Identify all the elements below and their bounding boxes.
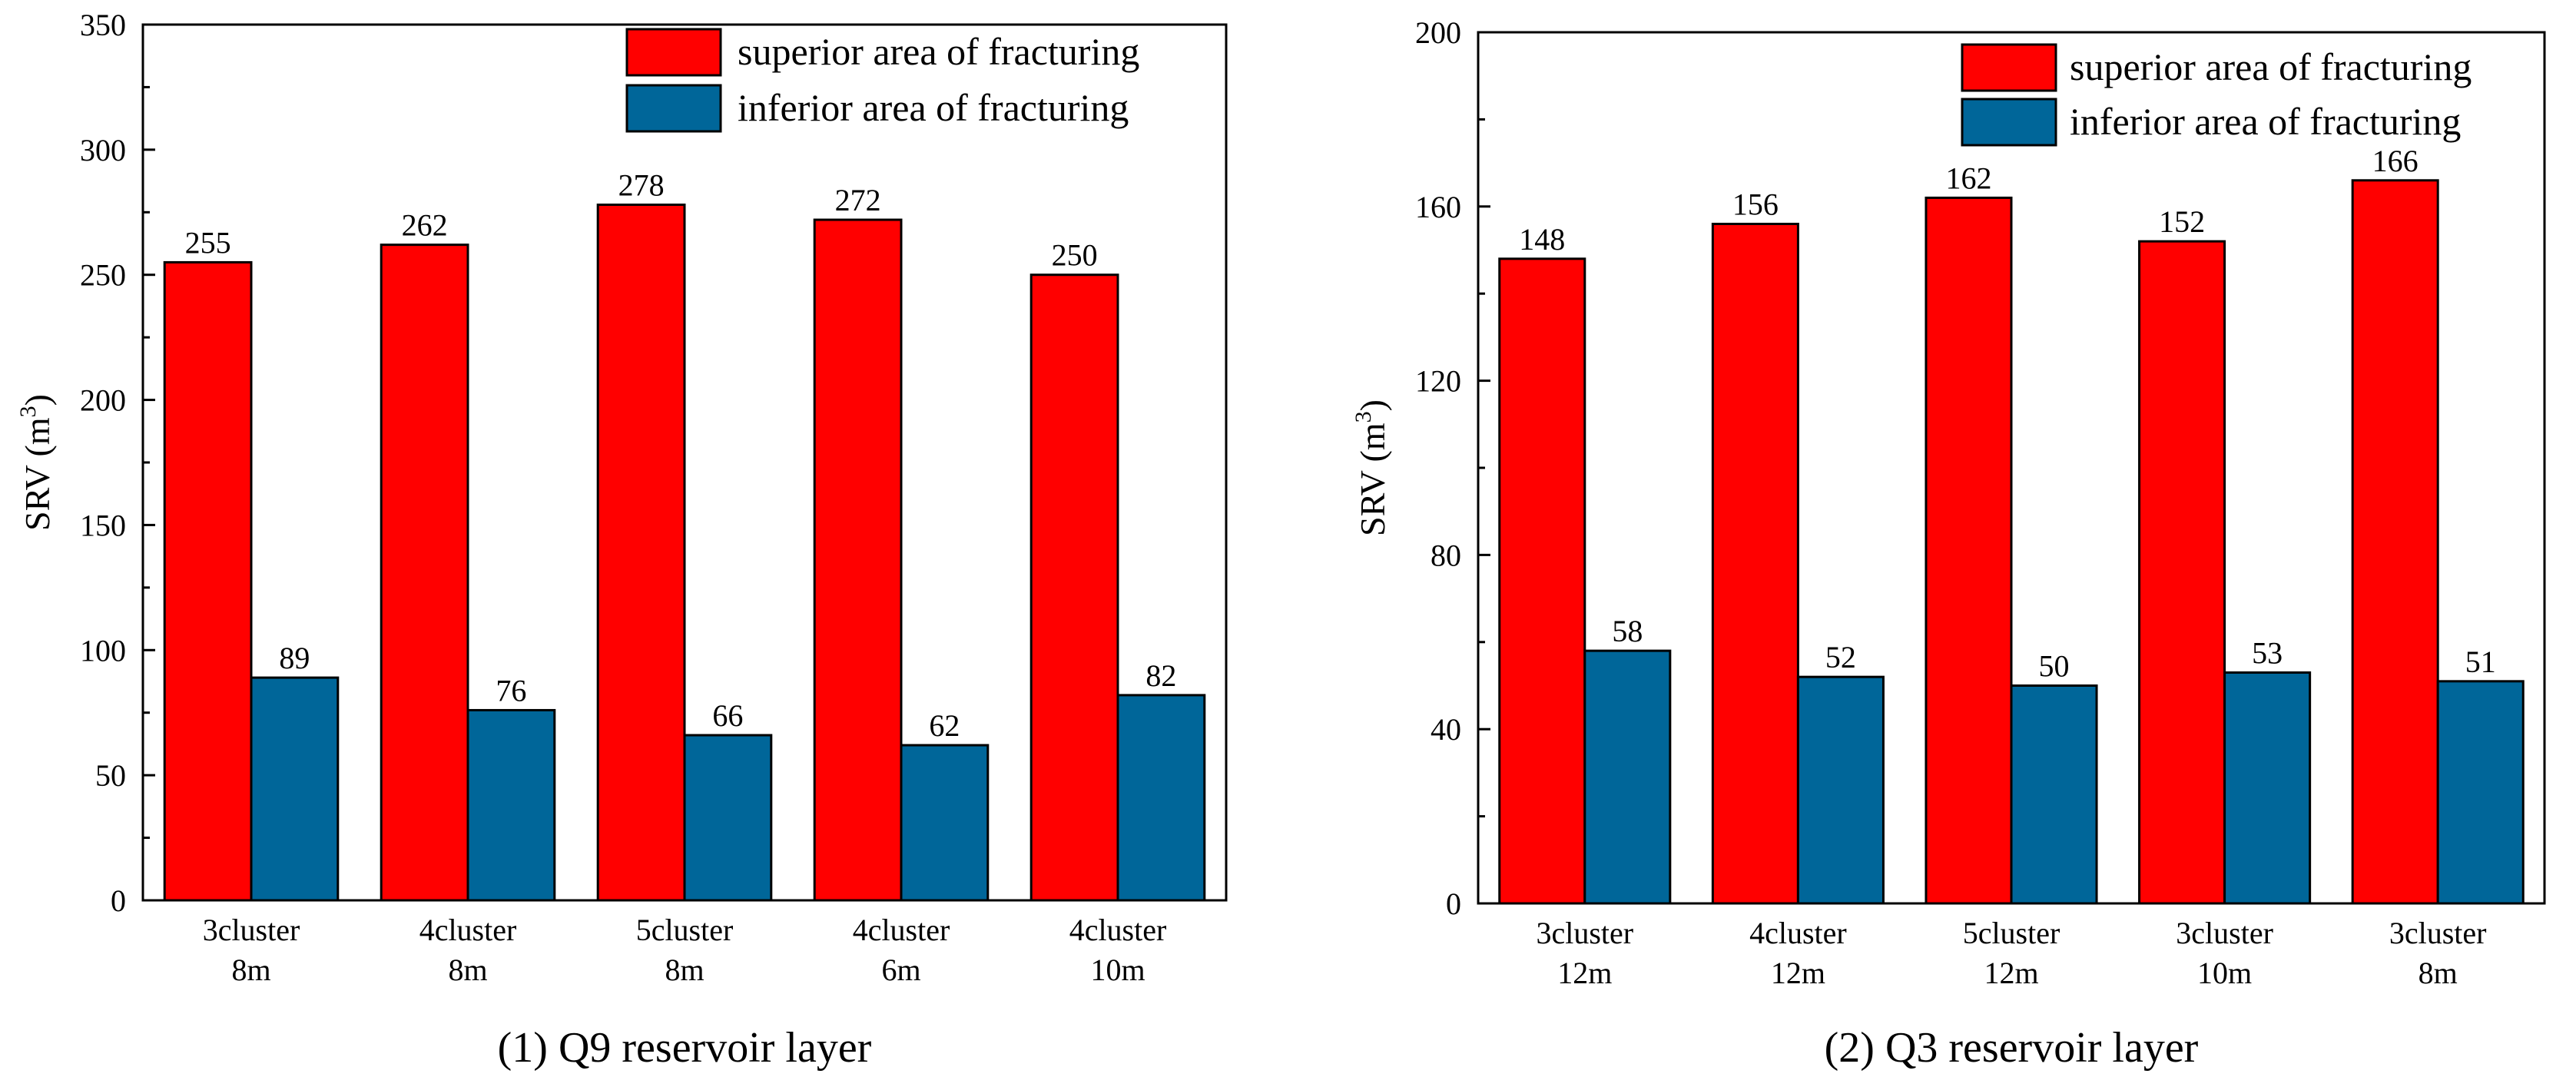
- bar-value-label: 255: [185, 225, 231, 260]
- bar-superior: [1925, 196, 2013, 905]
- bar-superior: [1711, 222, 1799, 905]
- x-category-sublabel: 8m: [448, 953, 487, 987]
- y-axis-title: SRV (m3): [1351, 399, 1392, 536]
- x-category-sublabel: 12m: [1771, 956, 1825, 990]
- x-category-label: 3cluster: [2389, 916, 2487, 950]
- x-category-label: 4cluster: [419, 913, 517, 947]
- x-category-sublabel: 6m: [881, 953, 920, 987]
- x-category-label: 5cluster: [636, 913, 734, 947]
- bar-inferior: [1116, 694, 1206, 902]
- x-category-label: 4cluster: [853, 913, 950, 947]
- legend-swatch-superior: [1961, 43, 2057, 92]
- legend-swatch-superior: [625, 28, 722, 77]
- bar-inferior: [2010, 684, 2098, 905]
- bar-value-label: 62: [929, 708, 960, 743]
- legend-swatch-inferior: [625, 84, 722, 133]
- x-category-sublabel: 8m: [2419, 956, 2458, 990]
- bar-value-label: 156: [1732, 187, 1779, 221]
- y-tick-label: 200: [1415, 15, 1461, 50]
- y-tick-label: 160: [1415, 190, 1461, 224]
- bar-superior: [2351, 179, 2439, 905]
- bar-value-label: 53: [2252, 635, 2283, 670]
- x-category-sublabel: 10m: [1090, 953, 1145, 987]
- y-axis-title-text: SRV (m: [1353, 423, 1392, 536]
- y-tick-label: 120: [1415, 364, 1461, 399]
- x-category-sublabel: 12m: [1557, 956, 1612, 990]
- bar-inferior: [2223, 671, 2312, 905]
- legend-label-inferior: inferior area of fracturing: [738, 86, 1129, 129]
- bar-value-label: 152: [2159, 204, 2205, 239]
- x-category-sublabel: 10m: [2197, 956, 2252, 990]
- bar-value-label: 58: [1612, 614, 1643, 648]
- chart-q9-reservoir-layer: 0 50 100 150 200 250 300 350 SRV (m3) 3cluster 8m 2…: [15, 8, 1228, 1072]
- x-category-label: 3cluster: [2176, 916, 2273, 950]
- bar-value-label: 82: [1145, 658, 1176, 693]
- bar-superior: [2138, 240, 2226, 905]
- legend-label-superior: superior area of fracturing: [738, 30, 1139, 73]
- x-category-label: 3cluster: [203, 913, 300, 947]
- y-tick-label: 0: [111, 883, 126, 918]
- x-category-label: 5cluster: [1963, 916, 2060, 950]
- y-tick-label: 200: [80, 383, 126, 418]
- bar-value-label: 272: [835, 183, 881, 217]
- legend-label-superior: superior area of fracturing: [2070, 45, 2472, 88]
- bar-value-label: 166: [2372, 144, 2419, 178]
- x-category-label: 4cluster: [1749, 916, 1847, 950]
- bar-value-label: 278: [618, 168, 665, 203]
- y-tick-label: 100: [80, 633, 126, 668]
- y-axis-title-superscript: 3: [1351, 411, 1376, 423]
- chart-caption: (2) Q3 reservoir layer: [1825, 1024, 2199, 1072]
- chart-q3-reservoir-layer: 0 40 80 120 160 200 SRV (m3) 3cluster 12m 148 58 4c…: [1351, 15, 2546, 1072]
- bar-value-label: 76: [496, 673, 526, 708]
- bar-inferior: [900, 744, 990, 902]
- bar-superior: [163, 260, 253, 902]
- y-axis-title-close: ): [1353, 399, 1392, 411]
- chart-caption: (1) Q9 reservoir layer: [498, 1024, 872, 1072]
- bar-value-label: 162: [1945, 161, 1991, 195]
- bar-inferior: [2436, 680, 2525, 905]
- bar-value-label: 89: [279, 641, 310, 675]
- bar-inferior: [1796, 675, 1885, 905]
- bar-value-label: 52: [1825, 640, 1856, 674]
- bar-value-label: 250: [1052, 238, 1098, 273]
- bar-value-label: 51: [2465, 645, 2496, 679]
- bar-value-label: 148: [1519, 222, 1565, 257]
- bar-inferior: [466, 708, 556, 902]
- x-category-sublabel: 12m: [1984, 956, 2038, 990]
- y-axis-title-superscript: 3: [15, 406, 41, 417]
- x-category-sublabel: 8m: [231, 953, 270, 987]
- bar-superior: [380, 244, 469, 902]
- bar-inferior: [250, 676, 340, 902]
- x-category-sublabel: 8m: [665, 953, 704, 987]
- legend-swatch-inferior: [1961, 98, 2057, 147]
- bar-superior: [596, 204, 686, 902]
- bar-superior: [1498, 257, 1586, 905]
- legend-label-inferior: inferior area of fracturing: [2070, 100, 2461, 143]
- y-tick-label: 40: [1431, 712, 1461, 747]
- x-category-label: 4cluster: [1069, 913, 1167, 947]
- y-tick-label: 50: [95, 758, 126, 793]
- bar-value-label: 66: [712, 698, 743, 733]
- y-tick-label: 300: [80, 133, 126, 167]
- y-axis-title-close: ): [18, 394, 57, 406]
- x-category-label: 3cluster: [1536, 916, 1633, 950]
- bar-value-label: 50: [2039, 649, 2070, 684]
- y-axis-title: SRV (m3): [15, 394, 57, 531]
- y-tick-label: 0: [1446, 887, 1461, 921]
- bar-superior: [1029, 273, 1119, 902]
- y-tick-label: 250: [80, 258, 126, 293]
- bar-value-label: 262: [402, 208, 448, 243]
- y-tick-label: 150: [80, 508, 126, 542]
- bar-inferior: [1583, 649, 1672, 905]
- bar-inferior: [683, 734, 773, 902]
- y-tick-label: 80: [1431, 538, 1461, 572]
- y-tick-label: 350: [80, 8, 126, 42]
- y-axis-title-text: SRV (m: [18, 417, 57, 531]
- bar-superior: [813, 218, 903, 902]
